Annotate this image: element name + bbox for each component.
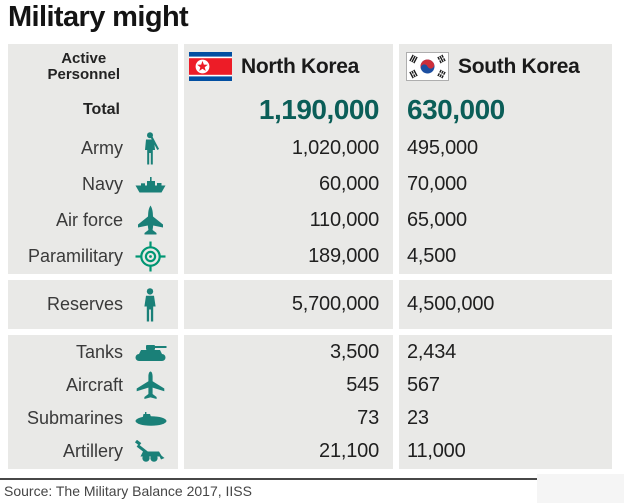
north-korea-name: North Korea bbox=[241, 54, 360, 78]
label-army: Army bbox=[81, 137, 123, 158]
south-korea-value-aircraft: 567 bbox=[407, 374, 440, 396]
label-submarines: Submarines bbox=[26, 408, 123, 428]
south-korea-row-tanks: 2,434 bbox=[399, 336, 612, 369]
row-label-reserves: Reserves bbox=[8, 280, 178, 329]
header-label-line1: Active bbox=[61, 49, 107, 67]
south-korea-value-artillery: 11,000 bbox=[407, 440, 466, 462]
row-label-paramilitary: Paramilitary bbox=[8, 238, 178, 274]
row-label-tanks: Tanks bbox=[8, 336, 178, 369]
north-korea-row-submarines: 73 bbox=[184, 402, 393, 435]
label-artillery: Artillery bbox=[62, 441, 123, 461]
crosshair-target-icon bbox=[130, 241, 170, 272]
artillery-gun-icon bbox=[130, 440, 170, 463]
row-label-submarines: Submarines bbox=[8, 402, 178, 435]
tank-icon bbox=[130, 342, 170, 363]
page-title: Military might bbox=[8, 1, 189, 33]
soldier-icon bbox=[130, 131, 170, 165]
bbc-logo-placeholder bbox=[537, 474, 624, 503]
label-reserves: Reserves bbox=[46, 294, 123, 314]
south-korea-row-army: 495,000 bbox=[399, 130, 612, 166]
comparison-table: Active Personnel Total Army Navy Air force… bbox=[8, 44, 612, 475]
north-korea-column: 5,700,000 bbox=[184, 280, 393, 329]
south-korea-total: 630,000 bbox=[407, 93, 505, 125]
south-korea-row-aircraft: 567 bbox=[399, 369, 612, 402]
south-korea-value-tanks: 2,434 bbox=[407, 341, 457, 363]
label-aircraft: Aircraft bbox=[65, 375, 123, 395]
north-korea-row-air-force: 110,000 bbox=[184, 202, 393, 238]
north-korea-value-air-force: 110,000 bbox=[309, 208, 380, 231]
north-korea-value-navy: 60,000 bbox=[319, 172, 379, 195]
label-column: Tanks Aircraft Submarines Artillery bbox=[8, 335, 178, 469]
south-korea-column: 2,434 567 23 11,000 bbox=[399, 335, 612, 469]
row-label-army: Army bbox=[8, 130, 178, 166]
label-paramilitary: Paramilitary bbox=[27, 245, 123, 266]
person-icon bbox=[130, 287, 170, 322]
south-korea-value-navy: 70,000 bbox=[407, 172, 467, 195]
north-korea-column: North Korea 1,190,000 1,020,000 60,000 110… bbox=[184, 44, 393, 274]
active-personnel-header: Active Personnel bbox=[8, 44, 178, 89]
south-korea-header: South Korea bbox=[399, 44, 612, 89]
north-korea-row-army: 1,020,000 bbox=[184, 130, 393, 166]
south-korea-column: 4,500,000 bbox=[399, 280, 612, 329]
aircraft-icon bbox=[130, 371, 170, 400]
label-tanks: Tanks bbox=[75, 342, 123, 362]
south-korea-value-paramilitary: 4,500 bbox=[407, 244, 457, 267]
south-korea-value-submarines: 23 bbox=[407, 407, 429, 429]
footer-divider bbox=[0, 478, 537, 480]
south-korea-row-reserves: 4,500,000 bbox=[399, 280, 612, 329]
submarine-icon bbox=[130, 411, 170, 426]
total-label: Total bbox=[82, 100, 120, 118]
label-column: Reserves bbox=[8, 280, 178, 329]
label-navy: Navy bbox=[81, 173, 123, 194]
south-korea-row-paramilitary: 4,500 bbox=[399, 238, 612, 274]
north-korea-value-reserves: 5,700,000 bbox=[291, 293, 379, 315]
total-label-row: Total bbox=[8, 89, 178, 130]
north-korea-value-aircraft: 545 bbox=[346, 374, 379, 396]
section-equipment: Tanks Aircraft Submarines Artillery 3,500 54… bbox=[8, 335, 612, 469]
south-korea-value-reserves: 4,500,000 bbox=[407, 293, 495, 315]
row-label-artillery: Artillery bbox=[8, 435, 178, 468]
south-korea-flag bbox=[406, 52, 449, 81]
warship-icon bbox=[130, 176, 170, 193]
south-korea-row-submarines: 23 bbox=[399, 402, 612, 435]
section-reserves: Reserves 5,700,000 4,500,000 bbox=[8, 280, 612, 329]
label-air-force: Air force bbox=[55, 209, 123, 230]
north-korea-row-paramilitary: 189,000 bbox=[184, 238, 393, 274]
south-korea-value-army: 495,000 bbox=[407, 136, 478, 159]
north-korea-row-artillery: 21,100 bbox=[184, 435, 393, 468]
section-active-personnel: Active Personnel Total Army Navy Air force… bbox=[8, 44, 612, 274]
north-korea-row-aircraft: 545 bbox=[184, 369, 393, 402]
south-korea-name: South Korea bbox=[458, 54, 580, 78]
north-korea-header: North Korea bbox=[184, 44, 393, 89]
north-korea-row-reserves: 5,700,000 bbox=[184, 280, 393, 329]
row-label-navy: Navy bbox=[8, 166, 178, 202]
south-korea-row-navy: 70,000 bbox=[399, 166, 612, 202]
row-label-air-force: Air force bbox=[8, 202, 178, 238]
source-text: Source: The Military Balance 2017, IISS bbox=[4, 483, 252, 499]
north-korea-total: 1,190,000 bbox=[258, 93, 380, 125]
north-korea-row-navy: 60,000 bbox=[184, 166, 393, 202]
north-korea-value-tanks: 3,500 bbox=[329, 341, 379, 363]
south-korea-row-air-force: 65,000 bbox=[399, 202, 612, 238]
label-column: Active Personnel Total Army Navy Air force… bbox=[8, 44, 178, 274]
header-label-line2: Personnel bbox=[47, 65, 120, 83]
north-korea-row-tanks: 3,500 bbox=[184, 336, 393, 369]
north-korea-value-submarines: 73 bbox=[357, 407, 379, 429]
north-korea-value-army: 1,020,000 bbox=[291, 136, 379, 159]
north-korea-flag bbox=[189, 52, 232, 81]
north-korea-total-row: 1,190,000 bbox=[184, 89, 393, 130]
south-korea-value-air-force: 65,000 bbox=[407, 208, 467, 231]
row-label-aircraft: Aircraft bbox=[8, 369, 178, 402]
north-korea-value-artillery: 21,100 bbox=[319, 440, 379, 462]
fighter-jet-icon bbox=[130, 205, 170, 235]
south-korea-total-row: 630,000 bbox=[399, 89, 612, 130]
north-korea-column: 3,500 545 73 21,100 bbox=[184, 335, 393, 469]
south-korea-row-artillery: 11,000 bbox=[399, 435, 612, 468]
north-korea-value-paramilitary: 189,000 bbox=[308, 244, 379, 267]
south-korea-column: South Korea 630,000 495,000 70,000 65,000 4… bbox=[399, 44, 612, 274]
